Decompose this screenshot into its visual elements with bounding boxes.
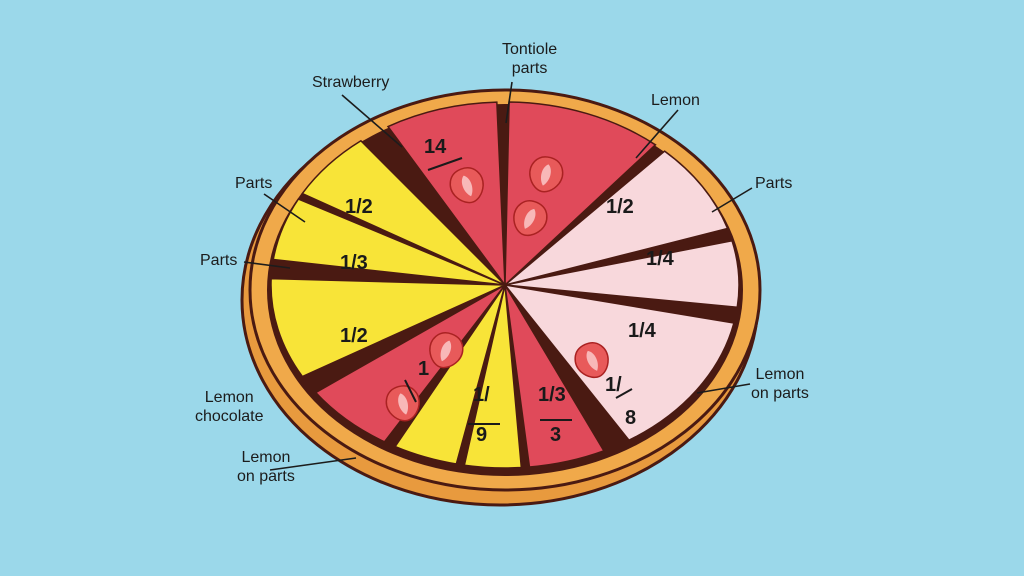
callout-text: Lemon	[204, 389, 254, 406]
slice-strawberry-lower-left	[314, 284, 506, 443]
slice-label-lemon-bottom-right-top: 1/3	[538, 384, 566, 406]
callout-text: Lemon	[241, 449, 291, 466]
callout-leader-line	[711, 187, 753, 213]
callout-tontiole-parts: Tontiole parts	[502, 40, 557, 78]
slice-pink-lower	[503, 283, 735, 442]
callout-text: Parts	[755, 175, 793, 192]
slice-lemon-left	[272, 198, 506, 286]
callout-text: Parts	[200, 252, 238, 269]
fraction-bar	[615, 388, 633, 399]
callout-strawberry: Strawberry	[312, 73, 389, 92]
callout-leader-line	[635, 109, 679, 159]
callout-text: chocolate	[195, 408, 264, 425]
callout-lemon-on-parts-left: Lemon on parts	[237, 448, 295, 486]
callout-text: Lemon	[651, 92, 700, 109]
callout-leader-line	[269, 457, 357, 471]
fraction-bar	[404, 379, 417, 403]
strawberry-slice-icon	[385, 385, 420, 422]
callout-parts-right: Parts	[755, 174, 792, 193]
slice-strawberry-lower-right	[504, 284, 606, 468]
callout-leader-line	[505, 81, 513, 124]
strawberry-slice-icon	[529, 156, 564, 193]
strawberry-slice-icon	[574, 342, 609, 379]
slice-label-lemon-lower-left: 1/2	[340, 325, 368, 347]
slice-lemon-lower-left	[270, 277, 506, 378]
slice-pink-upper	[504, 150, 729, 286]
slice-label-strawberry-lower-right-top: 1/	[605, 374, 622, 396]
slice-label-lemon-upper-left: 1/2	[345, 196, 373, 218]
slice-label-pink-upper: 1/2	[606, 196, 634, 218]
slice-strawberry-top-left	[386, 101, 506, 288]
callout-text: Lemon	[755, 366, 805, 383]
slice-label-lemon-bottom-left-bottom: 9	[476, 424, 488, 446]
callout-text: Parts	[235, 175, 273, 192]
slice-label-lemon-bottom-right-bottom: 3	[550, 424, 562, 446]
callout-leader-line	[696, 383, 751, 394]
slice-label-strawberry-lower-left: 1	[418, 358, 430, 380]
callout-leader-line	[263, 193, 306, 223]
slice-lemon-bottom-right	[463, 284, 523, 469]
callout-leader-line	[243, 261, 291, 269]
strawberry-slice-icon	[429, 332, 464, 369]
slice-label-lemon-bottom-left-top: 1/	[473, 384, 490, 406]
callout-lemon-chocolate: Lemon chocolate	[195, 388, 264, 426]
slice-strawberry-top-right	[504, 101, 657, 287]
callout-leader-line	[341, 94, 403, 148]
callout-text: Tontiole	[502, 41, 558, 58]
slice-label-pink-lower: 1/4	[628, 320, 656, 342]
callout-parts-left-upper: Parts	[235, 174, 272, 193]
strawberry-slice-icon	[513, 200, 548, 237]
callout-text: Strawberry	[312, 74, 390, 91]
callout-text: on parts	[237, 468, 295, 485]
slice-lemon-bottom-left	[394, 284, 506, 465]
slice-label-lemon-left: 1/3	[340, 252, 368, 274]
callout-lemon-on-parts-right: Lemon on parts	[751, 365, 809, 403]
slice-label-strawberry-top: 14	[424, 136, 447, 158]
slice-lemon-upper-left	[301, 139, 506, 286]
callout-text: on parts	[751, 385, 809, 402]
slice-label-pink-middle: 1/4	[646, 248, 674, 270]
callout-parts-left: Parts	[200, 251, 237, 270]
slice-label-strawberry-lower-right-bottom: 8	[625, 407, 637, 429]
slice-pink-middle	[504, 239, 740, 309]
callout-lemon-top: Lemon	[651, 91, 700, 110]
callout-text: parts	[511, 60, 548, 77]
fraction-bar	[427, 157, 463, 171]
strawberry-slice-icon	[449, 167, 484, 204]
